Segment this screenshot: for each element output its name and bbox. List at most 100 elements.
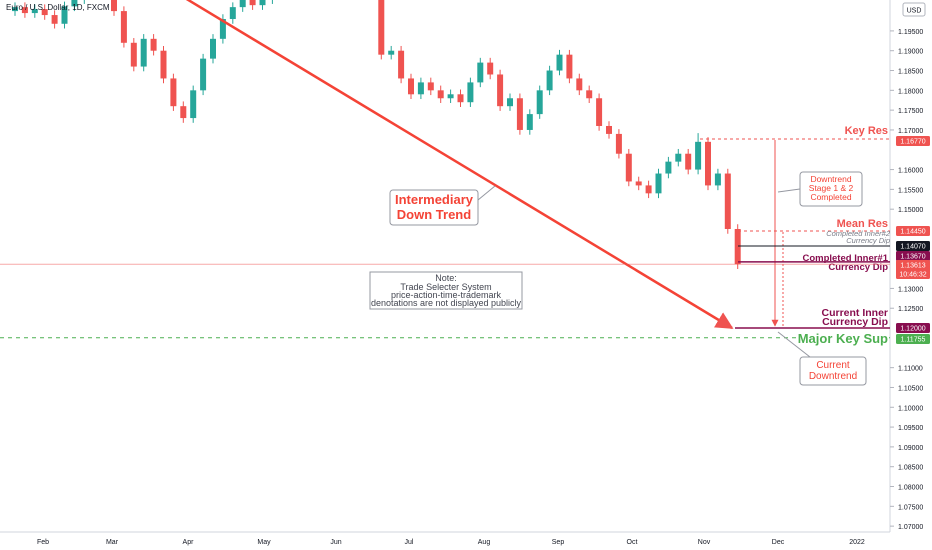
currency-box — [902, 2, 926, 17]
level-text: Currency Dip — [828, 262, 888, 273]
note: Trade Selecter System — [400, 282, 491, 292]
y-tick-label: 1.17000 — [898, 128, 923, 135]
candle-body — [239, 0, 246, 8]
x-tick-label: Apr — [183, 539, 195, 546]
level-text: Major Key Sup — [798, 331, 888, 346]
y-tick-label: 1.19000 — [898, 49, 923, 56]
candle-body — [596, 98, 603, 126]
candle-body — [734, 228, 741, 265]
currency: USD — [907, 8, 922, 15]
candle-body — [140, 38, 147, 67]
x-tick-label: Mar — [106, 539, 119, 546]
candle-body — [190, 90, 197, 119]
trend-pointer — [477, 185, 496, 201]
y-tick-label: 1.19500 — [898, 29, 923, 36]
x-tick-label: Sep — [552, 539, 565, 546]
label-bg — [796, 331, 889, 344]
candle-body — [705, 141, 711, 186]
candles — [12, 0, 741, 270]
candle-body — [507, 98, 513, 107]
candle-body — [71, 0, 78, 7]
y-tick-label: 1.09500 — [898, 425, 923, 432]
stage-pointer — [777, 188, 801, 193]
candle-body — [120, 11, 127, 43]
candle-body — [170, 78, 177, 107]
candle-body — [447, 94, 454, 99]
level-text: Key Res — [845, 125, 888, 137]
y-tick-label: 1.17500 — [898, 108, 923, 115]
candle-body — [200, 58, 207, 91]
annotation: Downtrend — [810, 174, 851, 184]
candle-body — [219, 19, 226, 39]
x-tick-label: Dec — [772, 539, 785, 546]
y-tick-label: 1.10000 — [898, 405, 923, 412]
candle-body — [665, 161, 672, 174]
y-tick-label: 1.18500 — [898, 69, 923, 76]
candle-body — [51, 15, 58, 24]
candle-body — [556, 54, 563, 71]
y-tick-label: 1.07500 — [898, 504, 923, 511]
candle-body — [21, 7, 28, 14]
candle-body — [61, 6, 68, 24]
y-tick-label: 1.09000 — [898, 445, 923, 452]
candle-body — [180, 106, 187, 119]
annotation: Current — [816, 360, 850, 371]
candle-body — [655, 173, 662, 194]
candle-body — [615, 133, 622, 154]
price-tag-label: 1.11755 — [901, 337, 926, 344]
candle-body — [467, 82, 474, 103]
candle-body — [378, 0, 385, 55]
price-tag — [896, 226, 930, 236]
trend-line — [185, 0, 734, 330]
trend-box — [389, 189, 479, 226]
candle-body — [229, 7, 236, 20]
candle-body — [695, 141, 702, 170]
candle-body — [645, 185, 652, 194]
price-tag-label: 1.12000 — [900, 326, 925, 333]
price-tag — [896, 334, 930, 344]
y-tick-label: 1.16000 — [898, 168, 923, 175]
x-tick-label: Jul — [405, 539, 414, 546]
annotation: Down Trend — [397, 207, 471, 222]
level-text: Current Inner — [821, 307, 888, 319]
candle-body — [388, 50, 395, 55]
price-tag — [896, 241, 930, 251]
annotation: Downtrend — [809, 371, 857, 382]
candle-body — [111, 0, 117, 12]
y-tick-label: 1.12500 — [898, 306, 923, 313]
level-text: Currency Dip — [822, 316, 888, 328]
candle-body — [417, 82, 424, 95]
price-tag — [896, 136, 930, 146]
x-tick-label: Aug — [478, 539, 491, 546]
annotation: Completed — [810, 192, 851, 202]
candle-body — [606, 125, 612, 134]
candle-body — [160, 50, 167, 79]
x-tick-label: Oct — [627, 539, 638, 546]
candle-body — [576, 78, 583, 91]
price-tag-label: 1.16770 — [900, 139, 925, 146]
levels: Key Res 1.16770 Mean Res 1.14450 1.14070 Comp… — [0, 125, 930, 346]
candle-body — [586, 90, 593, 99]
x-tick-label: 2022 — [849, 539, 865, 546]
candle-body — [685, 153, 692, 170]
price-tag-label: 1.14450 — [900, 229, 925, 236]
y-tick-label: 1.08500 — [898, 465, 923, 472]
y-tick-label: 1.11000 — [898, 366, 923, 373]
x-tick-label: Feb — [37, 539, 49, 546]
y-tick-label: 1.18000 — [898, 88, 923, 95]
price-tag — [896, 251, 930, 261]
note: price-action-time-trademark — [391, 290, 502, 300]
candle-body — [497, 74, 504, 107]
candle-body — [477, 62, 484, 83]
annotation: Currency Dip — [846, 236, 890, 245]
candle-body — [526, 114, 533, 130]
candle-body — [210, 38, 216, 59]
note-box — [369, 271, 523, 310]
candle-body — [130, 42, 137, 67]
candle-body — [457, 94, 464, 103]
candle-body — [12, 7, 18, 12]
candle-body — [437, 90, 444, 99]
price-tag-time: 10:46:32 — [899, 272, 926, 279]
